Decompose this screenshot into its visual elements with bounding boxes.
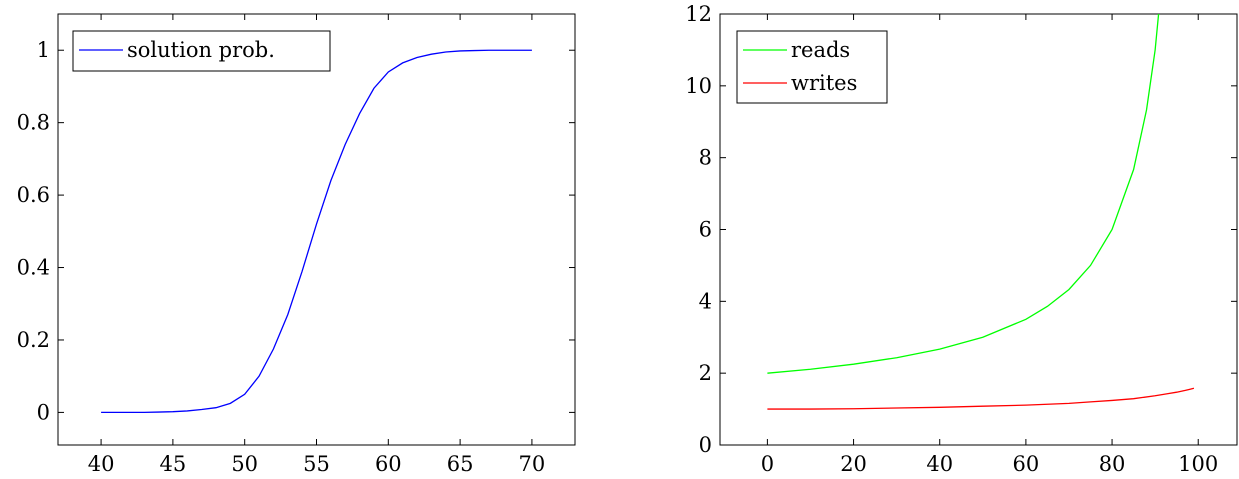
- y-tick-label: 0: [37, 400, 50, 424]
- x-tick-label: 40: [926, 452, 953, 476]
- y-tick-label: 0.6: [17, 183, 50, 207]
- plot-frame: [57, 13, 576, 446]
- x-tick-label: 55: [303, 452, 330, 476]
- x-tick-label: 70: [519, 452, 546, 476]
- x-tick-label: 50: [231, 452, 258, 476]
- left-chart: 40 45 50 55 60 65 70 0 0.2 0.4 0.6 0.8 1 solution pro…: [17, 13, 576, 476]
- y-tick-label: 2: [699, 361, 712, 385]
- x-tick-label: 60: [1013, 452, 1040, 476]
- series-line-reads: [767, 14, 1160, 374]
- x-tick-label: 45: [160, 452, 187, 476]
- legend-label: reads: [791, 38, 850, 62]
- legend-label: writes: [791, 71, 857, 95]
- y-tick-label: 0.8: [17, 111, 50, 135]
- x-tick-label: 65: [447, 452, 474, 476]
- y-tick-label: 12: [685, 2, 712, 26]
- y-tick-label: 4: [699, 289, 712, 313]
- x-tick-label: 80: [1099, 452, 1126, 476]
- x-tick-label: 100: [1178, 452, 1218, 476]
- x-tick-label: 20: [840, 452, 867, 476]
- y-tick-label: 10: [685, 74, 712, 98]
- y-tick-label: 0.2: [17, 328, 50, 352]
- series-line-solution-prob-: [101, 49, 532, 414]
- y-tick-label: 0: [699, 433, 712, 457]
- y-tick-label: 6: [699, 218, 712, 242]
- x-tick-label: 0: [761, 452, 774, 476]
- legend-box: [72, 30, 331, 72]
- x-tick-label: 60: [375, 452, 402, 476]
- y-tick-label: 0.4: [17, 256, 50, 280]
- x-tick-label: 40: [88, 452, 115, 476]
- y-tick-label: 8: [699, 146, 712, 170]
- right-chart: 0 20 40 60 80 100 0 2 4 6 8 10 12 reads writes: [685, 2, 1238, 476]
- legend-box: [736, 30, 888, 104]
- legend-label: solution prob.: [127, 38, 275, 62]
- series-line-writes: [767, 387, 1195, 410]
- y-tick-label: 1: [37, 38, 50, 62]
